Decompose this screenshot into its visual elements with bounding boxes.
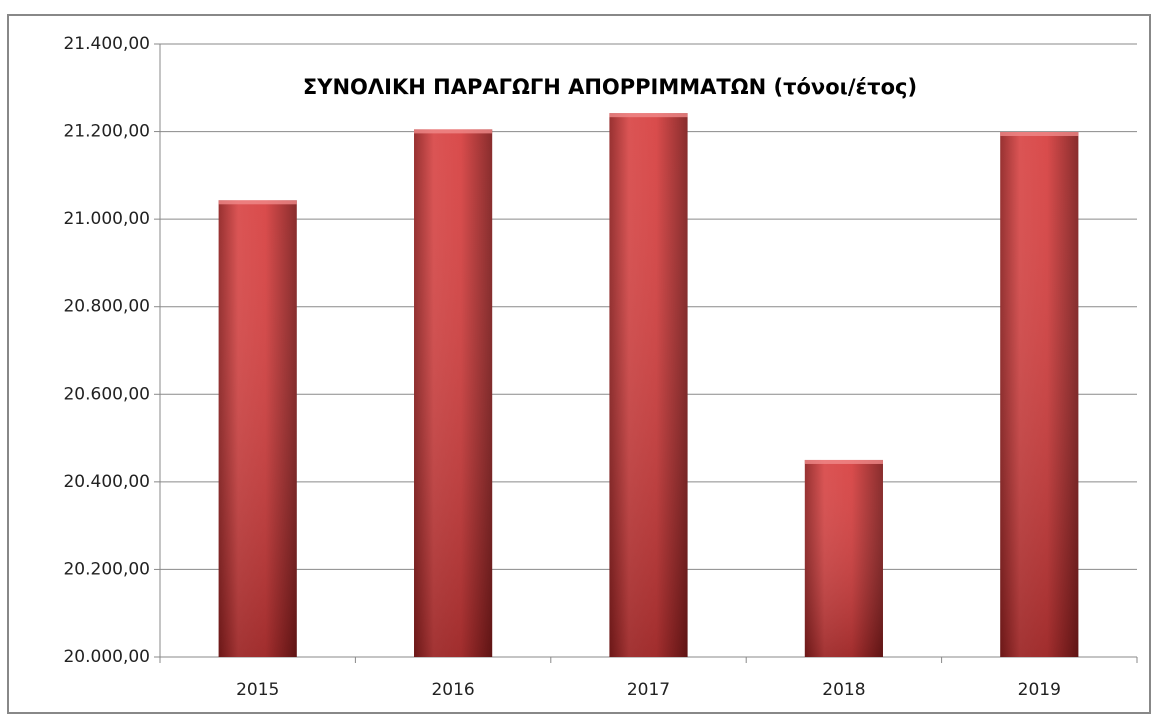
y-tick-label: 21.000,00 (63, 209, 150, 229)
chart-title: ΣΥΝΟΛΙΚΗ ΠΑΡΑΓΩΓΗ ΑΠΟΡΡΙΜΜΑΤΩΝ (τόνοι/έτ… (303, 75, 917, 99)
y-tick-label: 20.600,00 (63, 384, 150, 404)
y-tick-label: 20.200,00 (63, 559, 150, 579)
x-tick-label: 2015 (236, 680, 279, 700)
chart-frame (7, 14, 1151, 714)
y-tick-label: 20.000,00 (63, 647, 150, 667)
y-tick-label: 21.400,00 (63, 34, 150, 54)
y-tick-label: 20.400,00 (63, 472, 150, 492)
x-tick-label: 2018 (822, 680, 865, 700)
bar (804, 459, 883, 657)
x-tick-label: 2016 (431, 680, 474, 700)
x-tick-label: 2017 (627, 680, 670, 700)
x-tick-label: 2019 (1018, 680, 1061, 700)
bar (1000, 132, 1079, 658)
bar (218, 200, 297, 657)
y-tick-label: 21.200,00 (63, 122, 150, 142)
y-tick-label: 20.800,00 (63, 297, 150, 317)
bar (414, 129, 493, 657)
bar (609, 113, 688, 658)
